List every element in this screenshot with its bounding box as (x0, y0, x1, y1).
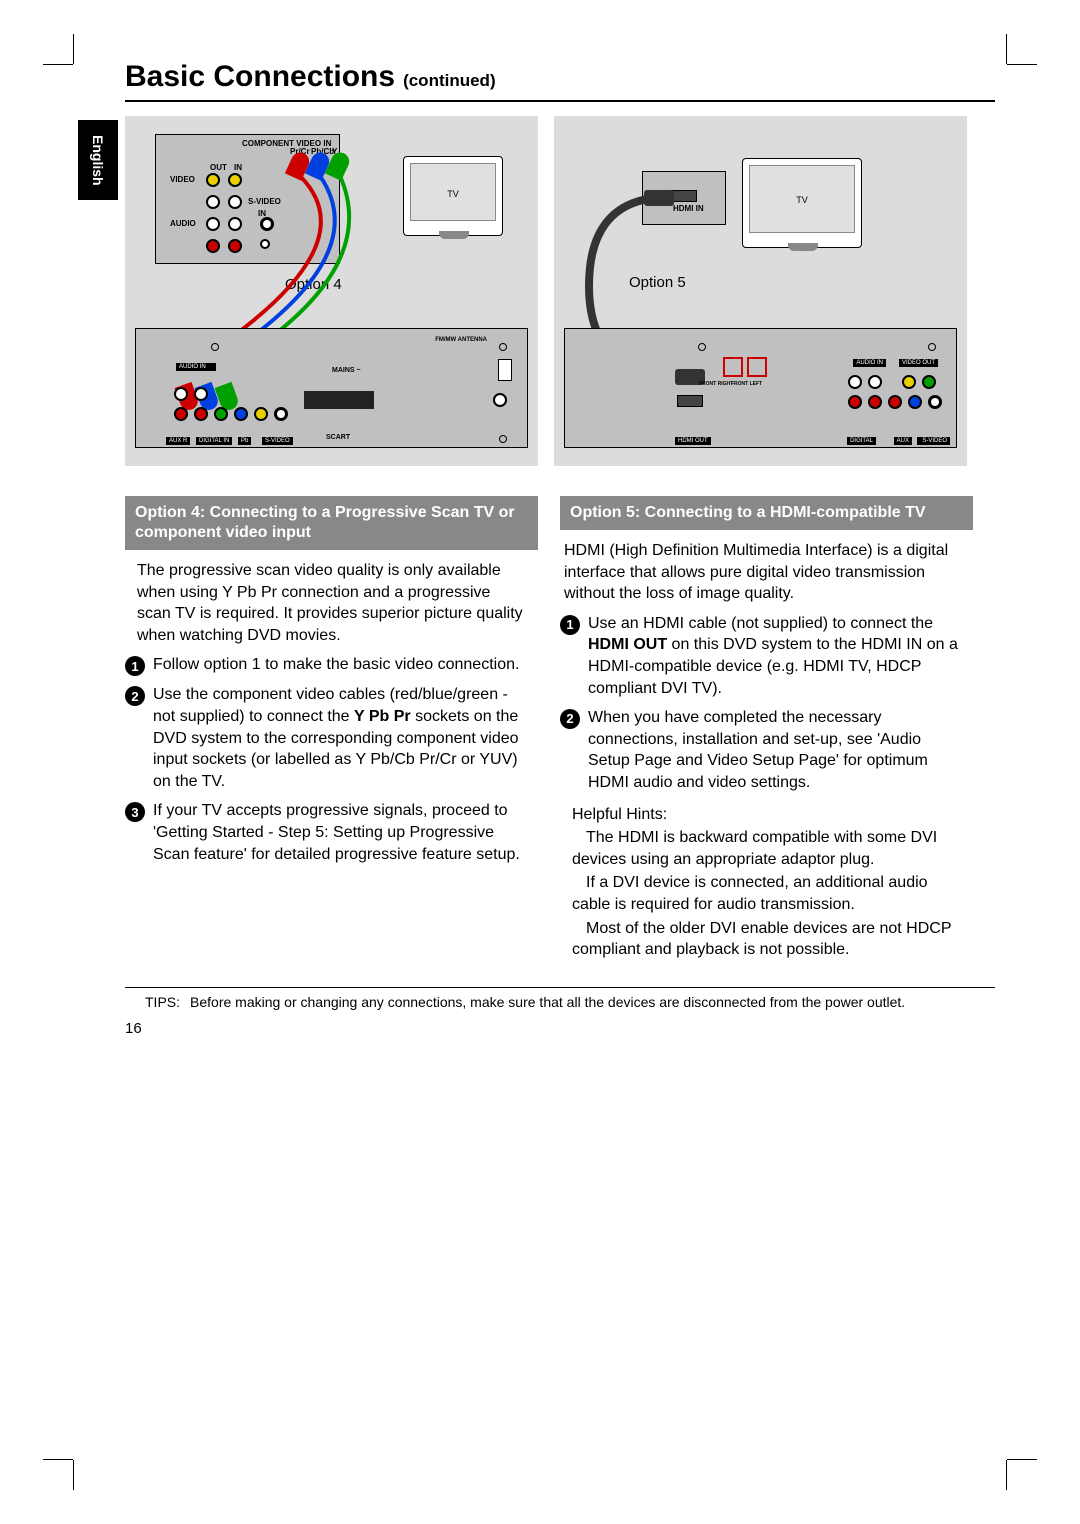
diagram-row: COMPONENT VIDEO IN Pr/Cr Pb/Cb Y OUT IN … (125, 116, 995, 466)
strip-r2: AUX (894, 437, 912, 445)
speaker-term-1 (723, 357, 743, 377)
step-text: Follow option 1 to make the basic video … (153, 654, 519, 676)
page-number: 16 (125, 1020, 995, 1037)
left-column: Option 4: Connecting to a Progressive Sc… (125, 496, 538, 963)
jr7 (888, 395, 902, 409)
fm-jack (493, 393, 507, 407)
jr4 (922, 375, 936, 389)
diagram-option5: HDMI IN TV Option 5 HDMI OUT (554, 116, 967, 466)
diagram-option4: COMPONENT VIDEO IN Pr/Cr Pb/Cb Y OUT IN … (125, 116, 538, 466)
jr1 (848, 375, 862, 389)
strip-4: S-VIDEO (262, 437, 293, 445)
helpful-hints: Helpful Hints: The HDMI is backward comp… (560, 794, 973, 961)
jr6 (868, 395, 882, 409)
strip-3: Pb (238, 437, 251, 445)
label-hdmi-out: HDMI OUT (675, 437, 711, 445)
label-antenna: FM/MW ANTENNA (435, 337, 487, 343)
jack-b4 (194, 407, 208, 421)
num-badge-r1: 1 (560, 615, 580, 635)
screw-2 (499, 343, 507, 351)
option5-intro: HDMI (High Definition Multimedia Interfa… (560, 530, 973, 605)
jack-b1 (174, 387, 188, 401)
screw-r2 (928, 343, 936, 351)
jack-b3 (174, 407, 188, 421)
dvd-back-panel-right: HDMI OUT FRONT RIGHT FRONT LEFT AUDIO IN… (564, 328, 957, 448)
page-title-continued: (continued) (403, 71, 496, 91)
jr5 (848, 395, 862, 409)
option5-step-1: 1 Use an HDMI cable (not supplied) to co… (560, 605, 973, 699)
strip-2: DIGITAL IN (196, 437, 232, 445)
step-text: When you have completed the necessary co… (588, 707, 961, 793)
jack-b8 (274, 407, 288, 421)
num-badge-r2: 2 (560, 709, 580, 729)
jack-b5 (214, 407, 228, 421)
text-columns: Option 4: Connecting to a Progressive Sc… (125, 496, 995, 963)
page-title: Basic Connections (125, 60, 395, 94)
strip-r4: S-VIDEO (919, 437, 950, 445)
option4-heading: Option 4: Connecting to a Progressive Sc… (125, 496, 538, 550)
step-text: Use an HDMI cable (not supplied) to conn… (588, 613, 961, 699)
mains-socket (498, 359, 512, 381)
hint-1: The HDMI is backward compatible with som… (572, 827, 969, 870)
screw-1 (211, 343, 219, 351)
jr3 (902, 375, 916, 389)
jack-b6 (234, 407, 248, 421)
hint-2: If a DVI device is connected, an additio… (572, 872, 969, 915)
speaker-term-2 (747, 357, 767, 377)
option4-step-1: 1 Follow option 1 to make the basic vide… (125, 646, 538, 676)
option4-intro: The progressive scan video quality is on… (125, 550, 538, 646)
tips-label: TIPS: (125, 994, 180, 1010)
hdmi-plug-top (644, 190, 674, 206)
jr9 (928, 395, 942, 409)
num-badge-1: 1 (125, 656, 145, 676)
strip-audioin: AUDIO IN (176, 363, 216, 371)
strip-1: AUX R (166, 437, 190, 445)
hint-3: Most of the older DVI enable devices are… (572, 918, 969, 961)
label-front-l: FRONT LEFT (731, 381, 762, 387)
label-front-r: FRONT RIGHT (699, 381, 733, 387)
step-text: Use the component video cables (red/blue… (153, 684, 526, 792)
jack-b7 (254, 407, 268, 421)
jack-b2 (194, 387, 208, 401)
option5-heading: Option 5: Connecting to a HDMI-compatibl… (560, 496, 973, 530)
option5-step-2: 2 When you have completed the necessary … (560, 699, 973, 793)
page-title-row: Basic Connections (continued) (125, 60, 995, 94)
strip-r1: DIGITAL (847, 437, 876, 445)
num-badge-2: 2 (125, 686, 145, 706)
title-rule (125, 100, 995, 102)
hints-title: Helpful Hints: (572, 804, 969, 826)
language-tab: English (78, 120, 118, 200)
option4-step-3: 3 If your TV accepts progressive signals… (125, 792, 538, 865)
right-column: Option 5: Connecting to a HDMI-compatibl… (560, 496, 973, 963)
tips-text: Before making or changing any connection… (190, 994, 905, 1010)
dvd-back-panel-left: FM/MW ANTENNA MAINS ~ AUDIO IN AUX R (135, 328, 528, 448)
manual-page: English Basic Connections (continued) CO… (125, 60, 995, 1037)
jr8 (908, 395, 922, 409)
screw-3 (499, 435, 507, 443)
strip-audio-in-r: AUDIO IN (853, 359, 886, 367)
hdmi-out-port (677, 395, 703, 407)
label-mains: MAINS ~ (332, 367, 361, 374)
num-badge-3: 3 (125, 802, 145, 822)
strip-video-out-r: VIDEO OUT (899, 359, 938, 367)
screw-r1 (698, 343, 706, 351)
step-text: If your TV accepts progressive signals, … (153, 800, 526, 865)
label-scart: SCART (326, 434, 350, 441)
tips-row: TIPS: Before making or changing any conn… (125, 987, 995, 1010)
scart-port (304, 391, 374, 409)
jr2 (868, 375, 882, 389)
option4-step-2: 2 Use the component video cables (red/bl… (125, 676, 538, 792)
